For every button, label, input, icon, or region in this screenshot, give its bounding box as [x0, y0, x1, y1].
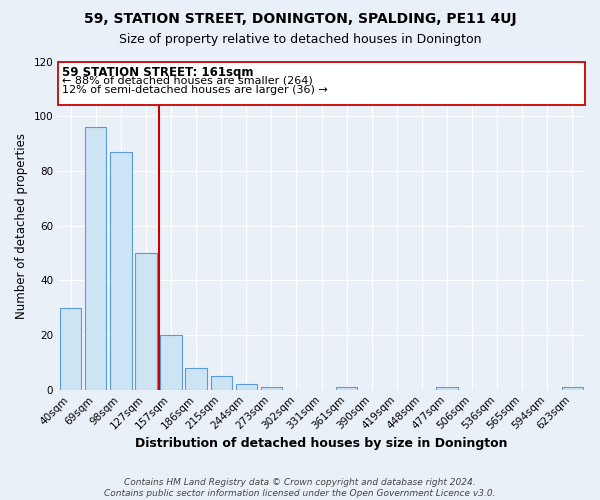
Bar — [562, 387, 583, 390]
FancyBboxPatch shape — [58, 62, 585, 106]
Text: Size of property relative to detached houses in Donington: Size of property relative to detached ho… — [119, 32, 481, 46]
Bar — [236, 384, 257, 390]
Bar — [261, 387, 282, 390]
X-axis label: Distribution of detached houses by size in Donington: Distribution of detached houses by size … — [136, 437, 508, 450]
Text: Contains HM Land Registry data © Crown copyright and database right 2024.
Contai: Contains HM Land Registry data © Crown c… — [104, 478, 496, 498]
Bar — [436, 387, 458, 390]
Y-axis label: Number of detached properties: Number of detached properties — [15, 132, 28, 318]
Text: 12% of semi-detached houses are larger (36) →: 12% of semi-detached houses are larger (… — [62, 84, 328, 94]
Bar — [211, 376, 232, 390]
Bar — [85, 127, 106, 390]
Bar — [136, 253, 157, 390]
Bar — [60, 308, 82, 390]
Bar — [110, 152, 131, 390]
Bar — [336, 387, 358, 390]
Bar — [160, 335, 182, 390]
Text: ← 88% of detached houses are smaller (264): ← 88% of detached houses are smaller (26… — [62, 76, 313, 86]
Bar — [185, 368, 207, 390]
Text: 59 STATION STREET: 161sqm: 59 STATION STREET: 161sqm — [62, 66, 253, 78]
Text: 59, STATION STREET, DONINGTON, SPALDING, PE11 4UJ: 59, STATION STREET, DONINGTON, SPALDING,… — [83, 12, 517, 26]
